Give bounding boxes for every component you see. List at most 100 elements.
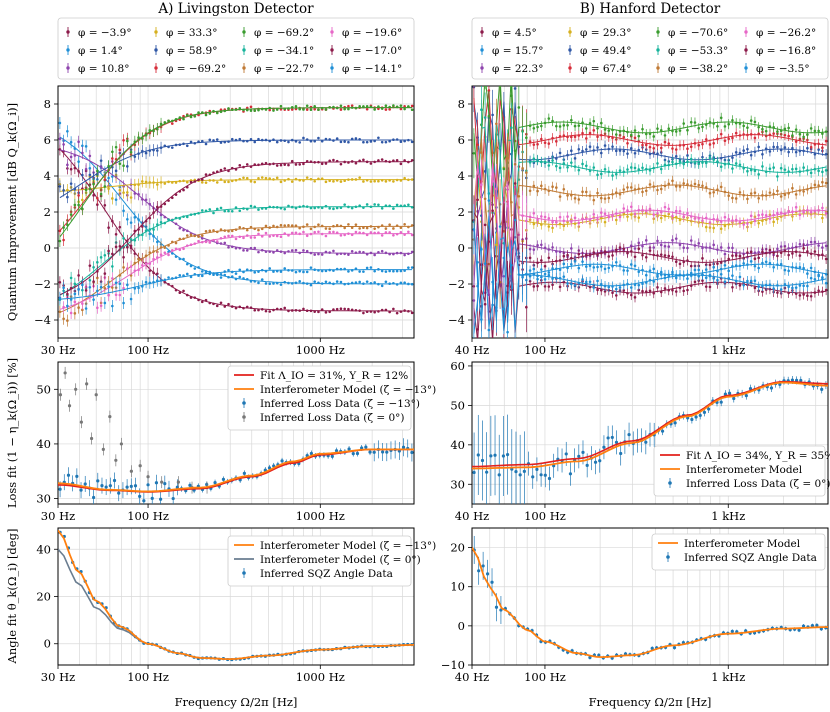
data-point bbox=[407, 230, 410, 234]
data-point bbox=[335, 179, 339, 182]
data-point bbox=[689, 271, 693, 275]
legend-label: Inferred Loss Data (ζ = 0°) bbox=[686, 478, 830, 490]
data-point bbox=[197, 239, 200, 243]
data-point bbox=[373, 310, 376, 314]
data-point bbox=[663, 184, 667, 188]
data-point bbox=[328, 179, 331, 183]
data-point bbox=[107, 285, 110, 288]
data-point bbox=[584, 164, 588, 168]
data-point bbox=[275, 249, 279, 252]
data-point bbox=[727, 122, 730, 126]
data-point bbox=[317, 281, 320, 285]
data-point bbox=[350, 206, 354, 210]
data-point bbox=[629, 244, 633, 247]
data-point bbox=[101, 447, 105, 451]
data-point bbox=[152, 280, 155, 284]
data-point bbox=[137, 286, 140, 290]
data-point bbox=[384, 280, 388, 284]
data-point bbox=[330, 454, 334, 458]
data-point bbox=[283, 306, 287, 310]
data-point bbox=[77, 274, 80, 277]
data-point bbox=[373, 227, 376, 230]
data-point bbox=[339, 140, 343, 144]
data-point bbox=[618, 149, 622, 152]
data-point bbox=[566, 282, 569, 285]
data-point bbox=[392, 227, 395, 230]
data-point bbox=[230, 245, 234, 249]
data-point bbox=[332, 249, 335, 253]
data-point bbox=[551, 220, 554, 224]
data-point bbox=[96, 276, 99, 280]
legend-right-box bbox=[471, 17, 829, 80]
data-point bbox=[313, 107, 316, 111]
data-point bbox=[133, 192, 137, 195]
data-point bbox=[727, 391, 732, 395]
data-point bbox=[230, 270, 234, 274]
data-point bbox=[682, 289, 686, 293]
data-point bbox=[667, 127, 671, 131]
data-point bbox=[354, 161, 358, 165]
data-point bbox=[365, 280, 369, 283]
data-point bbox=[410, 104, 414, 108]
data-point bbox=[66, 304, 69, 308]
data-point bbox=[242, 226, 245, 230]
data-point bbox=[483, 302, 487, 306]
data-point bbox=[821, 146, 824, 149]
data-point bbox=[249, 105, 253, 109]
data-point bbox=[395, 203, 399, 207]
data-point bbox=[242, 176, 245, 180]
data-point bbox=[749, 214, 753, 218]
data-point bbox=[185, 144, 189, 148]
data-point bbox=[633, 247, 637, 250]
data-point bbox=[817, 289, 820, 292]
data-point bbox=[490, 580, 494, 584]
data-point bbox=[384, 251, 388, 255]
data-point bbox=[746, 147, 749, 151]
model-line bbox=[58, 448, 414, 493]
data-point bbox=[200, 237, 204, 240]
data-point bbox=[738, 191, 742, 194]
data-point bbox=[611, 145, 614, 148]
data-point bbox=[212, 238, 215, 242]
data-point bbox=[141, 149, 144, 153]
data-point bbox=[108, 484, 112, 488]
data-point bbox=[144, 262, 148, 265]
data-point bbox=[794, 150, 798, 154]
data-point bbox=[167, 244, 170, 247]
data-point bbox=[656, 254, 659, 257]
data-point bbox=[644, 290, 648, 293]
data-point bbox=[219, 178, 223, 181]
data-point bbox=[377, 179, 380, 183]
data-point bbox=[81, 151, 84, 155]
data-point bbox=[407, 178, 410, 182]
data-point bbox=[648, 183, 652, 186]
data-point bbox=[753, 264, 757, 268]
data-point bbox=[302, 225, 305, 229]
data-point bbox=[701, 257, 704, 260]
data-point bbox=[731, 196, 734, 200]
data-point bbox=[817, 129, 820, 133]
data-point bbox=[403, 269, 406, 272]
data-point bbox=[328, 230, 331, 234]
data-point bbox=[614, 440, 619, 444]
data-point bbox=[219, 110, 223, 114]
data-point bbox=[821, 216, 824, 220]
data-point bbox=[111, 304, 114, 308]
data-point bbox=[588, 264, 592, 268]
data-point bbox=[88, 187, 92, 191]
data-point bbox=[156, 223, 159, 226]
data-point bbox=[532, 184, 536, 188]
data-point bbox=[129, 221, 133, 224]
data-point bbox=[324, 204, 328, 208]
data-point bbox=[200, 234, 204, 237]
data-point bbox=[641, 289, 644, 293]
data-point bbox=[592, 149, 596, 152]
data-point bbox=[279, 307, 283, 311]
legend-label: φ = −26.2° bbox=[756, 27, 816, 39]
data-point bbox=[313, 139, 316, 143]
data-point bbox=[122, 301, 125, 305]
data-point bbox=[69, 167, 73, 171]
data-point bbox=[491, 280, 494, 284]
data-point bbox=[614, 287, 618, 291]
